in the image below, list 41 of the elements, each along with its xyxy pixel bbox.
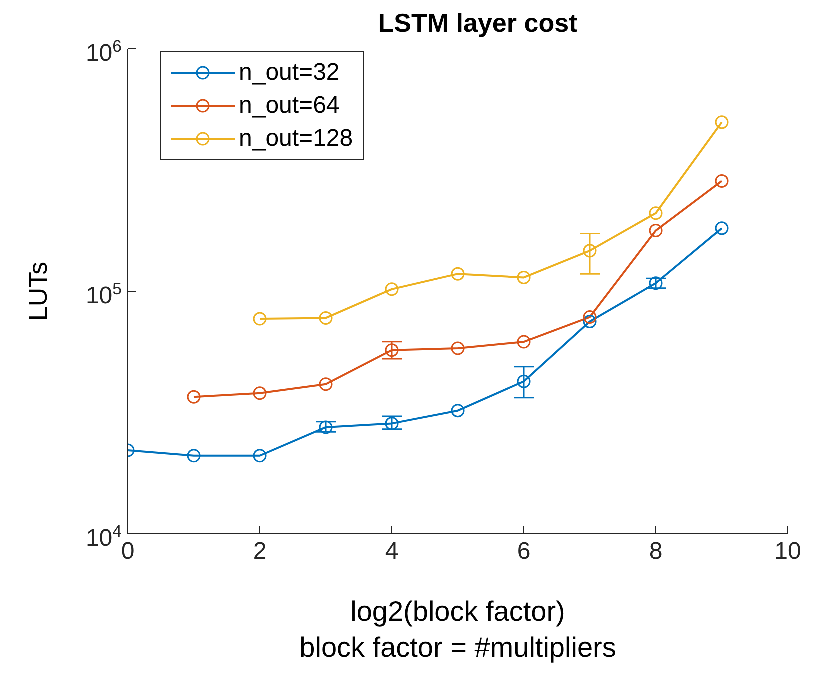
point bbox=[253, 386, 267, 400]
point bbox=[319, 420, 333, 434]
legend-label: n_out=64 bbox=[239, 92, 340, 120]
point bbox=[583, 315, 597, 329]
point bbox=[583, 310, 597, 324]
legend-label: n_out=32 bbox=[239, 58, 340, 86]
y-tick-label: 10$^{6}$ bbox=[86, 36, 122, 67]
point bbox=[253, 312, 267, 326]
point bbox=[451, 404, 465, 418]
point bbox=[187, 449, 201, 463]
point bbox=[715, 222, 729, 236]
point bbox=[649, 224, 663, 238]
point bbox=[385, 416, 399, 430]
x-tick-label: 0 bbox=[121, 538, 135, 566]
point bbox=[187, 390, 201, 404]
point bbox=[649, 276, 663, 290]
point bbox=[319, 311, 333, 325]
y-tick-label: 10$^{4}$ bbox=[86, 522, 122, 552]
x-tick-label: 6 bbox=[517, 538, 531, 566]
y-tick-label: 10$^{5}$ bbox=[86, 279, 122, 310]
x-tick-label: 2 bbox=[253, 538, 267, 566]
x-tick-label: 8 bbox=[649, 538, 663, 566]
point bbox=[517, 374, 531, 388]
legend-label: n_out=128 bbox=[239, 124, 354, 152]
point bbox=[319, 378, 333, 392]
point bbox=[715, 174, 729, 188]
point bbox=[253, 449, 267, 463]
point bbox=[715, 116, 729, 130]
point bbox=[451, 267, 465, 281]
x-tick-label: 10 bbox=[774, 538, 802, 566]
point bbox=[517, 270, 531, 284]
point bbox=[517, 335, 531, 349]
y-axis-title: LUTs bbox=[23, 262, 54, 322]
point bbox=[583, 244, 597, 258]
point bbox=[451, 342, 465, 356]
x-tick-label: 4 bbox=[385, 538, 399, 566]
point bbox=[385, 282, 399, 296]
point bbox=[385, 344, 399, 358]
x-axis-title: log2(block factor) block factor = #multipliers bbox=[298, 595, 618, 665]
chart-title: LSTM layer cost bbox=[378, 8, 578, 38]
point bbox=[649, 206, 663, 220]
